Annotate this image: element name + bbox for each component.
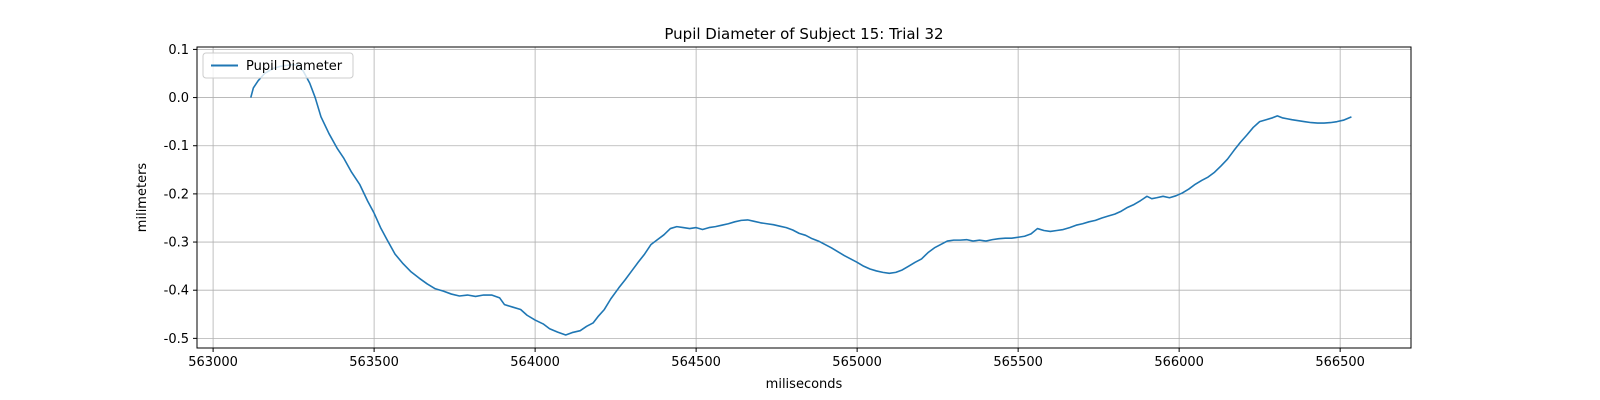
y-tick-label: -0.3	[164, 236, 189, 251]
x-tick-label: 566500	[1315, 355, 1365, 370]
legend-box	[202, 52, 354, 79]
plot-area-frame	[196, 46, 1412, 349]
x-axis-title: miliseconds	[766, 377, 843, 392]
y-axis-title: milimeters	[135, 163, 150, 233]
y-tick-label: -0.5	[164, 332, 189, 347]
y-tick-label: 0.0	[168, 91, 189, 106]
legend: Pupil Diameter	[202, 52, 354, 79]
x-tick-label: 564500	[671, 355, 721, 370]
y-tick-label: -0.2	[164, 187, 189, 202]
grid	[197, 47, 1411, 348]
x-tick-label: 565500	[993, 355, 1043, 370]
x-tick-label: 566000	[1154, 355, 1204, 370]
y-tick-label: -0.4	[164, 284, 189, 299]
x-tick-label: 565000	[832, 355, 882, 370]
y-tick-label: 0.1	[168, 43, 189, 58]
series-layer	[250, 64, 1352, 336]
series-line-pupil-diameter	[250, 64, 1352, 336]
axis-ticks: 563000 563500 564000 564500 565000 565500 5660…	[164, 43, 1365, 370]
x-tick-label: 564000	[510, 355, 560, 370]
legend-label: Pupil Diameter	[246, 59, 343, 74]
x-tick-label: 563000	[188, 355, 238, 370]
y-tick-label: -0.1	[164, 139, 189, 154]
chart-title: Pupil Diameter of Subject 15: Trial 32	[664, 25, 943, 43]
x-tick-label: 563500	[349, 355, 399, 370]
